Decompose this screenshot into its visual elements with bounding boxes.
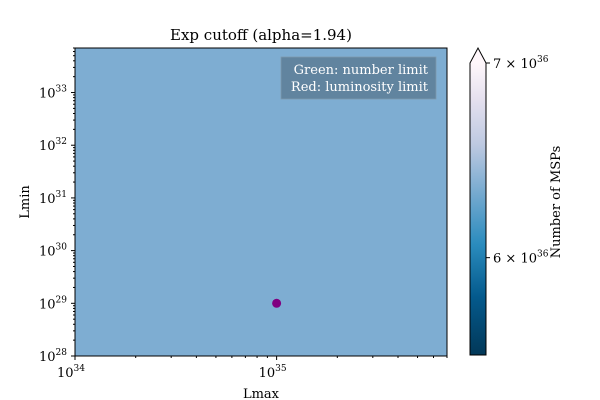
annotation-line-1: Green: number limit (294, 63, 429, 78)
y-tick-base: 10 (39, 192, 56, 207)
colorbar-tick-mantissa: 7 (493, 57, 501, 72)
y-axis-label: Lmin (18, 185, 33, 219)
y-tick-label: 1033 (39, 85, 67, 102)
annotation-line-2: Red: luminosity limit (291, 80, 429, 95)
y-tick-base: 10 (39, 87, 56, 102)
x-tick-base: 10 (57, 366, 74, 381)
y-tick-exponent: 32 (56, 137, 67, 147)
y-tick-label: 1032 (39, 137, 67, 154)
y-tick-base: 10 (39, 350, 56, 365)
y-tick-base: 10 (39, 297, 56, 312)
scatter-points (272, 298, 282, 308)
colorbar-tick-times: × (501, 57, 520, 72)
x-tick-label: 1035 (259, 364, 287, 381)
x-tick-exponent: 34 (74, 364, 86, 374)
x-tick-exponent: 35 (275, 364, 287, 374)
colorbar-tick-label: 7 × 1036 (493, 55, 549, 72)
colorbar-tick-mantissa: 6 (493, 252, 501, 267)
colorbar-tick-exponent: 36 (537, 250, 549, 260)
annotation-box (280, 56, 437, 100)
x-axis-ticks: 1034 1035 (57, 356, 448, 381)
y-tick-label: 1029 (39, 295, 67, 312)
y-tick-label: 1028 (39, 348, 67, 365)
colorbar-label: Number of MSPs (549, 146, 564, 259)
y-tick-exponent: 30 (56, 243, 68, 253)
y-tick-exponent: 33 (56, 85, 68, 95)
colorbar-extend-max (470, 48, 486, 63)
colorbar-gradient (470, 63, 486, 355)
y-tick-exponent: 29 (56, 295, 68, 305)
y-tick-label: 1030 (39, 243, 67, 260)
x-tick-label: 1034 (57, 364, 85, 381)
colorbar-tick-base: 10 (520, 57, 537, 72)
colorbar-tick-label: 6 × 1036 (493, 250, 549, 267)
x-tick-base: 10 (259, 366, 276, 381)
y-tick-exponent: 31 (56, 190, 67, 200)
plot-frame (74, 47, 448, 357)
y-tick-exponent: 28 (56, 348, 68, 358)
x-axis-label: Lmax (243, 387, 280, 400)
y-tick-base: 10 (39, 139, 56, 154)
colorbar-tick-times: × (501, 252, 520, 267)
chart-title: Exp cutoff (alpha=1.94) (170, 26, 352, 44)
colorbar-tick-base: 10 (520, 252, 537, 267)
y-tick-label: 1031 (39, 190, 67, 207)
data-point (272, 298, 282, 308)
colorbar-outline (469, 46, 487, 356)
colorbar-tick-exponent: 36 (537, 55, 549, 65)
y-tick-base: 10 (39, 245, 56, 260)
